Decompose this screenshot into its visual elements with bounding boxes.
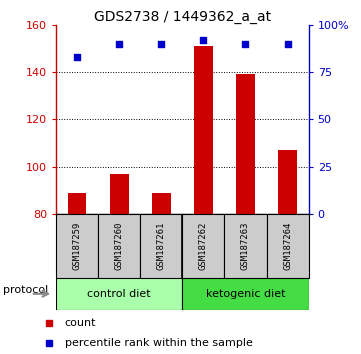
Point [200,37,206,43]
Bar [56,278,182,310]
Text: GSM187262: GSM187262 [199,222,208,270]
Bar [56,214,98,278]
Text: count: count [65,318,96,329]
Text: GSM187264: GSM187264 [283,222,292,270]
Bar [278,150,297,214]
Text: GSM187261: GSM187261 [157,222,166,270]
Text: GSM187259: GSM187259 [73,222,82,270]
Bar [110,174,129,214]
Bar [266,214,309,278]
Bar [182,278,309,310]
Text: ketogenic diet: ketogenic diet [206,289,285,299]
Point [158,41,164,46]
Text: GSM187260: GSM187260 [115,222,123,270]
Text: control diet: control diet [87,289,151,299]
Bar [182,214,225,278]
Bar [194,46,213,214]
Bar [68,193,87,214]
Bar [225,214,266,278]
Bar [152,193,171,214]
Point [74,54,80,60]
Bar [140,214,182,278]
Point [116,41,122,46]
Text: GSM187263: GSM187263 [241,222,250,270]
Point [285,41,291,46]
Bar [236,74,255,214]
Text: percentile rank within the sample: percentile rank within the sample [65,338,253,348]
Bar [98,214,140,278]
Text: protocol: protocol [3,285,48,295]
Point [243,41,248,46]
Title: GDS2738 / 1449362_a_at: GDS2738 / 1449362_a_at [94,10,271,24]
